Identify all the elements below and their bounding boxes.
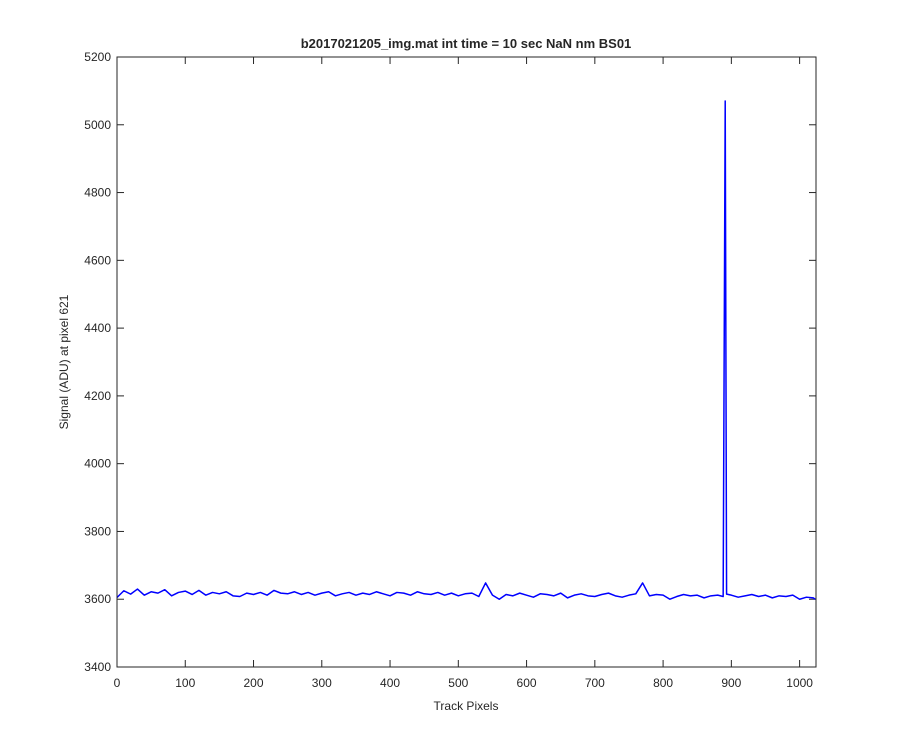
y-tick-label: 4200 bbox=[84, 389, 111, 403]
plot-frame bbox=[116, 56, 817, 668]
chart-title: b2017021205_img.mat int time = 10 sec Na… bbox=[301, 36, 632, 51]
x-tick-label: 300 bbox=[312, 676, 332, 690]
x-tick-label: 800 bbox=[653, 676, 673, 690]
x-tick-label: 1000 bbox=[786, 676, 813, 690]
y-tick-label: 5000 bbox=[84, 118, 111, 132]
y-tick-label: 4800 bbox=[84, 186, 111, 200]
x-axis-label: Track Pixels bbox=[434, 699, 499, 713]
y-axis-label: Signal (ADU) at pixel 621 bbox=[57, 294, 71, 429]
x-tick-label: 500 bbox=[448, 676, 468, 690]
y-tick-label: 5200 bbox=[84, 50, 111, 64]
x-tick-label: 400 bbox=[380, 676, 400, 690]
x-tick-label: 0 bbox=[114, 676, 121, 690]
x-tick-label: 200 bbox=[244, 676, 264, 690]
y-tick-label: 3800 bbox=[84, 524, 111, 538]
y-tick-label: 4400 bbox=[84, 321, 111, 335]
x-tick-label: 700 bbox=[585, 676, 605, 690]
x-tick-label: 900 bbox=[721, 676, 741, 690]
x-tick-label: 600 bbox=[517, 676, 537, 690]
y-tick-label: 4000 bbox=[84, 457, 111, 471]
y-tick-label: 3600 bbox=[84, 592, 111, 606]
y-tick-label: 4600 bbox=[84, 253, 111, 267]
data-line bbox=[116, 100, 816, 600]
x-tick-label: 100 bbox=[175, 676, 195, 690]
y-tick-label: 3400 bbox=[84, 660, 111, 674]
